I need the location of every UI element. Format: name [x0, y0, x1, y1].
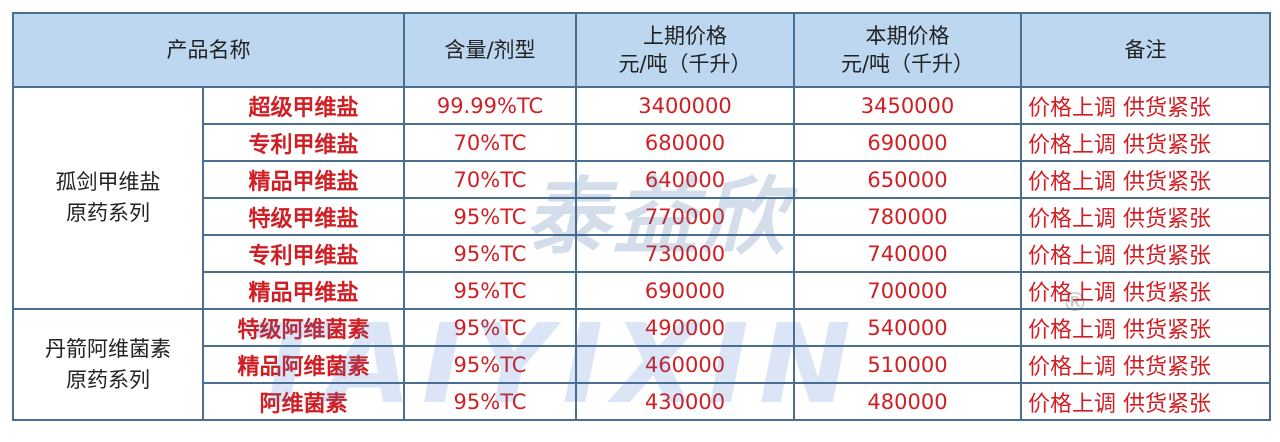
- table-row: 丹箭阿维菌素 原药系列 特级阿维菌素 95%TC 490000 540000 价格上调 供货…: [12, 308, 1271, 421]
- table-row: 特级甲维盐 95%TC 770000 780000 价格上调 供货紧张: [13, 197, 1271, 236]
- header-curr-price-line2: 元/吨（千升）: [840, 52, 975, 76]
- curr-price: 780000: [793, 197, 1022, 236]
- header-row: 产品名称 含量/剂型 上期价格元/吨（千升） 本期价格元/吨（千升） 备注: [12, 12, 1271, 88]
- product-content: 95%TC: [403, 197, 577, 236]
- header-curr-price: 本期价格元/吨（千升）: [793, 12, 1022, 88]
- remark: 价格上调 供货紧张: [1020, 382, 1271, 421]
- product-name: 特级甲维盐: [202, 197, 405, 236]
- header-prev-price: 上期价格元/吨（千升）: [575, 12, 795, 88]
- prev-price: 680000: [575, 123, 795, 162]
- table-row: 孤剑甲维盐 原药系列 超级甲维盐 99.99%TC 3400000 3450000 价格上调…: [12, 86, 1271, 310]
- product-name: 特级阿维菌素: [202, 308, 405, 347]
- remark: 价格上调 供货紧张: [1020, 271, 1271, 310]
- prev-price: 460000: [575, 345, 795, 384]
- header-content: 含量/剂型: [403, 12, 577, 88]
- product-name: 专利甲维盐: [202, 123, 405, 162]
- table-row: 专利甲维盐 70%TC 680000 690000 价格上调 供货紧张: [13, 123, 1271, 162]
- prev-price: 730000: [575, 234, 795, 273]
- remark: 价格上调 供货紧张: [1020, 197, 1271, 236]
- header-remark: 备注: [1020, 12, 1271, 88]
- curr-price: 480000: [793, 382, 1022, 421]
- curr-price: 3450000: [793, 86, 1022, 125]
- curr-price: 540000: [793, 308, 1022, 347]
- remark: 价格上调 供货紧张: [1020, 123, 1271, 162]
- product-content: 95%TC: [403, 234, 577, 273]
- product-name: 阿维菌素: [202, 382, 405, 421]
- remark: 价格上调 供货紧张: [1020, 345, 1271, 384]
- header-curr-price-line1: 本期价格: [865, 24, 950, 48]
- curr-price: 690000: [793, 123, 1022, 162]
- curr-price: 700000: [793, 271, 1022, 310]
- remark: 价格上调 供货紧张: [1020, 160, 1271, 199]
- remark: 价格上调 供货紧张: [1020, 308, 1271, 347]
- curr-price: 650000: [793, 160, 1022, 199]
- group-label-line2: 原药系列: [66, 201, 150, 225]
- prev-price: 770000: [575, 197, 795, 236]
- product-content: 95%TC: [403, 345, 577, 384]
- product-content: 70%TC: [403, 123, 577, 162]
- table-row: 专利甲维盐 95%TC 730000 740000 价格上调 供货紧张: [13, 234, 1271, 273]
- header-prev-price-line2: 元/吨（千升）: [618, 52, 752, 76]
- product-content: 95%TC: [403, 271, 577, 310]
- prev-price: 690000: [575, 271, 795, 310]
- product-content: 95%TC: [403, 308, 577, 347]
- curr-price: 740000: [793, 234, 1022, 273]
- prev-price: 490000: [575, 308, 795, 347]
- table-row: 精品阿维菌素 95%TC 460000 510000 价格上调 供货紧张: [13, 345, 1271, 384]
- prev-price: 3400000: [575, 86, 795, 125]
- prev-price: 640000: [575, 160, 795, 199]
- table-row: 阿维菌素 95%TC 430000 480000 价格上调 供货紧张: [13, 382, 1271, 421]
- group-label: 孤剑甲维盐 原药系列: [12, 86, 204, 310]
- group-label-line2: 原药系列: [66, 367, 150, 392]
- product-name: 专利甲维盐: [202, 234, 405, 273]
- product-content: 70%TC: [403, 160, 577, 199]
- prev-price: 430000: [575, 382, 795, 421]
- price-table: 产品名称 含量/剂型 上期价格元/吨（千升） 本期价格元/吨（千升） 备注 孤剑…: [12, 12, 1271, 421]
- header-prev-price-line1: 上期价格: [643, 24, 727, 48]
- product-name: 超级甲维盐: [202, 86, 405, 125]
- remark: 价格上调 供货紧张: [1020, 86, 1271, 125]
- group-label-line1: 孤剑甲维盐: [55, 170, 161, 194]
- group-label-line1: 丹箭阿维菌素: [45, 336, 171, 361]
- product-name: 精品甲维盐: [202, 271, 405, 310]
- product-name: 精品阿维菌素: [202, 345, 405, 384]
- group-label: 丹箭阿维菌素 原药系列: [12, 308, 204, 421]
- table-row: 精品甲维盐 95%TC 690000 700000 价格上调 供货紧张: [13, 271, 1271, 310]
- curr-price: 510000: [793, 345, 1022, 384]
- product-name: 精品甲维盐: [202, 160, 405, 199]
- product-content: 99.99%TC: [403, 86, 577, 125]
- remark: 价格上调 供货紧张: [1020, 234, 1271, 273]
- table-row: 精品甲维盐 70%TC 640000 650000 价格上调 供货紧张: [13, 160, 1271, 199]
- product-content: 95%TC: [403, 382, 577, 421]
- header-product-name: 产品名称: [12, 12, 405, 88]
